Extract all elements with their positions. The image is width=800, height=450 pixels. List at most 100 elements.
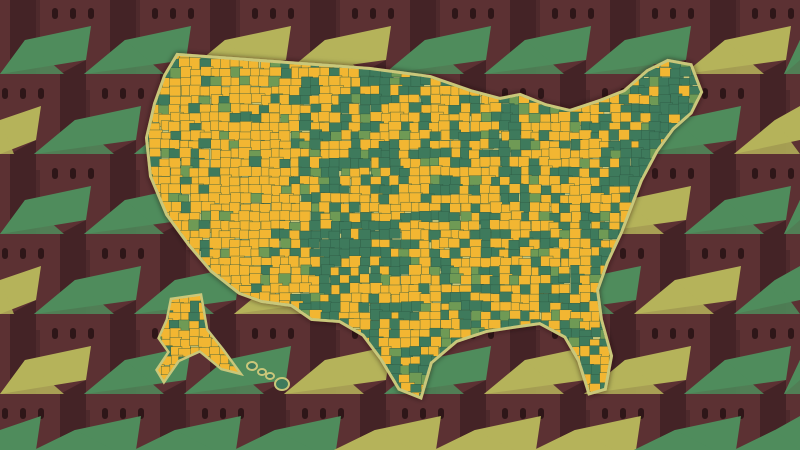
county (470, 229, 482, 241)
house-gable (34, 280, 114, 314)
house-window (452, 8, 458, 19)
house-window (52, 168, 58, 179)
county (238, 166, 253, 177)
county (489, 156, 501, 168)
county (429, 291, 442, 302)
county (229, 93, 241, 105)
house-gable (84, 360, 164, 394)
county (299, 201, 312, 212)
house (0, 416, 41, 450)
house-gable (784, 40, 800, 74)
house-window (270, 328, 276, 339)
county (188, 219, 201, 232)
house-roof (0, 416, 41, 450)
county (408, 94, 420, 104)
county (268, 102, 282, 113)
county (559, 147, 571, 159)
house-window (152, 8, 158, 19)
county (369, 202, 380, 212)
house-front-wall (0, 314, 10, 410)
house-window (70, 328, 76, 339)
county (459, 318, 471, 331)
house-window (702, 408, 708, 419)
house-window (252, 328, 258, 339)
house-window (620, 408, 626, 419)
house (684, 346, 791, 450)
house-window (238, 408, 244, 419)
house (134, 416, 241, 450)
house-window (2, 88, 8, 99)
hawaii-island (246, 361, 258, 371)
house-window (752, 328, 758, 339)
county (499, 291, 513, 302)
county (459, 238, 471, 249)
county (548, 147, 562, 160)
county (368, 293, 381, 304)
house-window (488, 8, 494, 19)
house-window (720, 248, 726, 259)
house-window (220, 408, 226, 419)
county (389, 302, 402, 312)
house-window (502, 408, 508, 419)
house-window (102, 408, 108, 419)
house-gable (684, 40, 764, 74)
house-window (402, 408, 408, 419)
county (209, 237, 222, 250)
county (468, 220, 480, 231)
hawaii-island (274, 377, 290, 391)
house-gable (134, 430, 214, 450)
county (549, 175, 562, 186)
house (634, 416, 741, 450)
county (620, 148, 632, 159)
house-gable (784, 200, 800, 234)
hawaii-islands (246, 361, 290, 391)
county (509, 310, 522, 321)
county (460, 211, 473, 222)
house-window (102, 248, 108, 259)
house-window (588, 8, 594, 19)
house-front-wall (0, 0, 10, 90)
county (531, 220, 542, 233)
house-gable (84, 200, 164, 234)
house-window (688, 8, 694, 19)
county (609, 212, 620, 223)
house-window (288, 328, 294, 339)
house-window (138, 88, 144, 99)
county (578, 265, 592, 275)
county (238, 93, 252, 105)
house-roof (0, 106, 41, 154)
county (409, 346, 423, 357)
house-window (20, 408, 26, 419)
house-window (188, 8, 194, 19)
county (469, 257, 483, 269)
county (318, 93, 333, 104)
county (368, 220, 381, 231)
county (419, 165, 430, 177)
county (229, 247, 241, 258)
county (498, 147, 511, 158)
house-window (20, 88, 26, 99)
county (520, 265, 532, 277)
house-window (670, 168, 676, 179)
county (388, 266, 402, 276)
county (488, 193, 501, 203)
house-window (170, 8, 176, 19)
house-window (352, 8, 358, 19)
house-window (652, 168, 658, 179)
county (488, 319, 501, 329)
county (190, 201, 203, 214)
county (239, 75, 251, 86)
house-gable (0, 40, 64, 74)
house-window (370, 8, 376, 19)
county (309, 220, 321, 231)
county (448, 105, 461, 115)
house-window (770, 8, 776, 19)
house-gable (634, 280, 714, 314)
county (470, 246, 482, 258)
house-window (88, 328, 94, 339)
house-window (702, 248, 708, 259)
county (300, 95, 311, 105)
house (534, 416, 641, 450)
county (288, 120, 300, 133)
